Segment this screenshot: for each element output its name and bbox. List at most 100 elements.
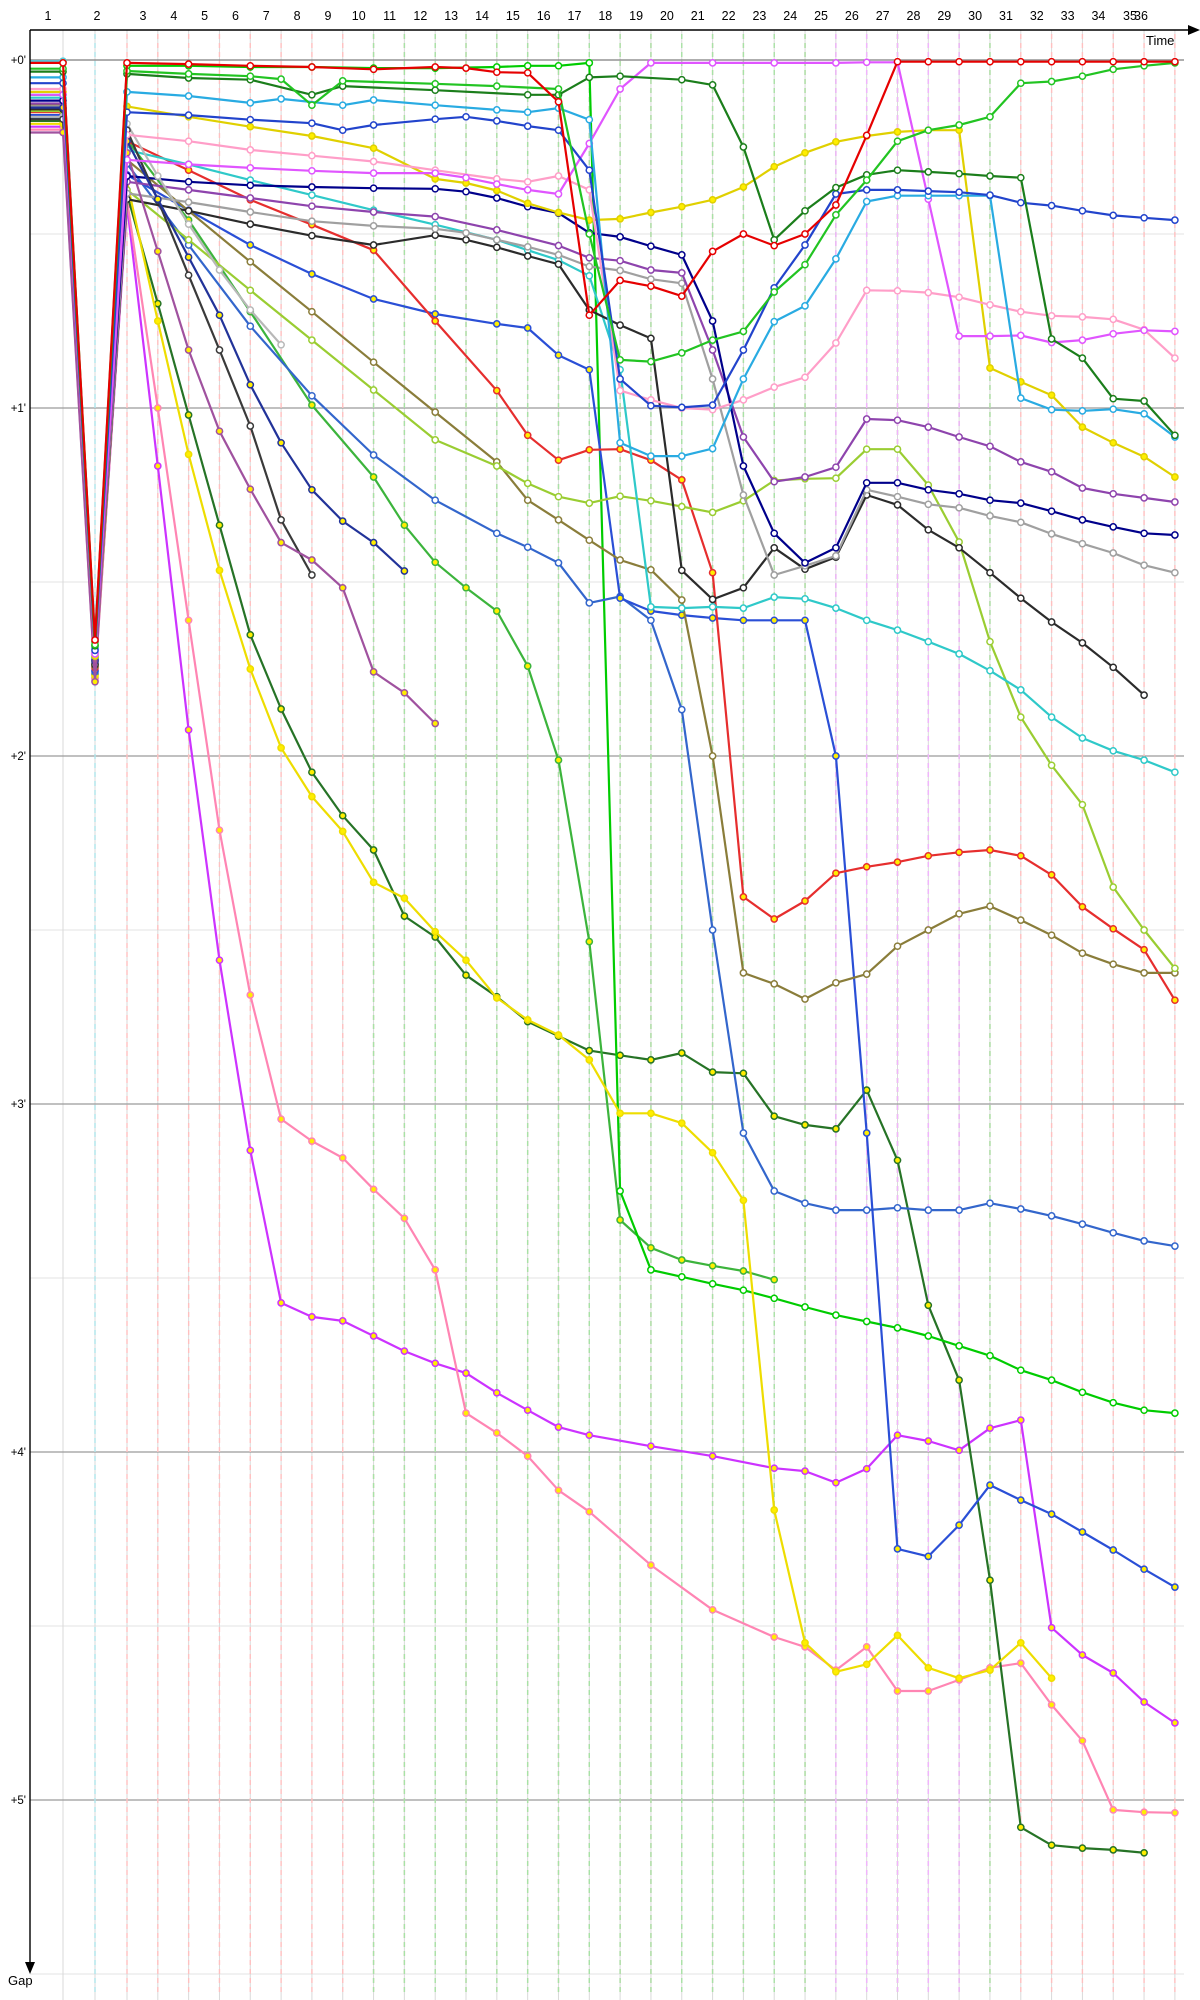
series-marker-purple2-retired[interactable] bbox=[308, 556, 316, 564]
series-marker-navy[interactable] bbox=[1016, 499, 1025, 507]
series-marker-blue[interactable] bbox=[893, 186, 902, 194]
series-marker-red-leader[interactable] bbox=[246, 61, 255, 70]
series-marker-hotpink-steep[interactable] bbox=[246, 991, 255, 999]
series-marker-green-leader-cracked[interactable] bbox=[523, 61, 532, 70]
series-marker-darkgreen[interactable] bbox=[801, 206, 809, 215]
series-marker-skyblue2-lapped[interactable] bbox=[739, 1129, 748, 1137]
series-marker-red2[interactable] bbox=[1109, 924, 1118, 933]
series-marker-seagreen-lapped[interactable] bbox=[246, 630, 255, 639]
series-marker-green-leader-cracked[interactable] bbox=[585, 59, 594, 67]
series-marker-red-leader[interactable] bbox=[492, 68, 501, 77]
series-marker-seagreen-lapped[interactable] bbox=[1140, 1848, 1148, 1857]
series-marker-purple[interactable] bbox=[955, 433, 963, 441]
series-marker-navy3-retired[interactable] bbox=[338, 517, 347, 525]
series-marker-green-mid[interactable] bbox=[677, 1256, 686, 1264]
series-marker-seagreen-lapped[interactable] bbox=[308, 768, 316, 777]
series-marker-yellowgreen[interactable] bbox=[369, 386, 378, 394]
series-marker-yellow2-lapped[interactable] bbox=[1016, 1638, 1025, 1647]
series-marker-navy[interactable] bbox=[308, 183, 316, 191]
series-marker-yellow2-lapped[interactable] bbox=[431, 927, 440, 936]
series-line-orchid-exleader[interactable] bbox=[30, 61, 1175, 656]
series-marker-orchid-exleader[interactable] bbox=[1109, 329, 1118, 338]
series-marker-hotpink-steep[interactable] bbox=[153, 404, 162, 412]
series-marker-red2[interactable] bbox=[492, 386, 501, 395]
series-marker-teal[interactable] bbox=[801, 594, 809, 603]
series-marker-green-mid[interactable] bbox=[462, 583, 470, 592]
series-marker-olive[interactable] bbox=[801, 995, 809, 1003]
series-marker-green-leader-cracked[interactable] bbox=[801, 1303, 809, 1311]
series-marker-magenta-steep[interactable] bbox=[308, 1313, 316, 1321]
series-marker-orchid-exleader[interactable] bbox=[308, 166, 316, 175]
series-marker-olive[interactable] bbox=[1140, 969, 1148, 977]
series-marker-seagreen-lapped[interactable] bbox=[986, 1576, 994, 1585]
series-marker-green-mid[interactable] bbox=[739, 1267, 748, 1275]
series-marker-yellow2-lapped[interactable] bbox=[184, 450, 193, 459]
series-marker-red2[interactable] bbox=[1047, 871, 1056, 879]
series-marker-orchid-exleader[interactable] bbox=[1016, 331, 1025, 340]
series-marker-darkgreen[interactable] bbox=[1140, 397, 1148, 405]
series-marker-gray[interactable] bbox=[246, 208, 255, 216]
series-marker-skyblue[interactable] bbox=[1047, 405, 1056, 414]
series-marker-red-leader[interactable] bbox=[647, 282, 655, 291]
series-marker-seagreen-lapped[interactable] bbox=[770, 1112, 779, 1121]
series-marker-teal[interactable] bbox=[647, 603, 655, 611]
series-marker-gray[interactable] bbox=[708, 375, 717, 383]
series-marker-purple[interactable] bbox=[308, 202, 316, 211]
series-marker-skyblue2-lapped[interactable] bbox=[308, 391, 316, 400]
series-marker-green-leader-cracked[interactable] bbox=[955, 1342, 963, 1350]
series-marker-skyblue[interactable] bbox=[1078, 407, 1087, 415]
series-marker-yellow-top[interactable] bbox=[1047, 391, 1056, 400]
series-marker-gray[interactable] bbox=[585, 262, 594, 271]
series-marker-yellow-top[interactable] bbox=[1109, 438, 1118, 447]
series-marker-olive[interactable] bbox=[893, 942, 902, 951]
series-marker-yellowgreen[interactable] bbox=[585, 499, 594, 507]
series-marker-blue2-royal[interactable] bbox=[893, 1545, 902, 1553]
series-marker-gray2-retired[interactable] bbox=[215, 266, 224, 274]
series-marker-purple[interactable] bbox=[554, 241, 563, 250]
series-marker-green2-finisher[interactable] bbox=[277, 75, 285, 83]
series-marker-green2-finisher[interactable] bbox=[585, 230, 594, 238]
series-marker-black[interactable] bbox=[770, 543, 779, 552]
series-marker-blue[interactable] bbox=[801, 241, 809, 249]
series-marker-blue[interactable] bbox=[246, 115, 255, 124]
series-marker-skyblue2-lapped[interactable] bbox=[647, 616, 655, 625]
series-marker-skyblue2-lapped[interactable] bbox=[492, 529, 501, 538]
series-marker-navy[interactable] bbox=[893, 478, 902, 487]
series-marker-gray2-retired[interactable] bbox=[184, 220, 193, 228]
series-marker-gray[interactable] bbox=[1016, 518, 1025, 527]
series-marker-purple2-retired[interactable] bbox=[246, 485, 255, 494]
series-marker-red-leader[interactable] bbox=[616, 276, 624, 285]
series-marker-red-leader[interactable] bbox=[924, 57, 933, 66]
series-marker-blue2-royal[interactable] bbox=[616, 594, 624, 603]
series-marker-skyblue[interactable] bbox=[862, 197, 871, 206]
series-marker-seagreen-lapped[interactable] bbox=[647, 1056, 655, 1064]
series-marker-hotpink-steep[interactable] bbox=[585, 1507, 594, 1516]
series-marker-teal[interactable] bbox=[955, 650, 963, 658]
series-marker-seagreen-lapped[interactable] bbox=[708, 1068, 717, 1076]
series-marker-navy3-retired[interactable] bbox=[246, 380, 255, 389]
series-marker-yellow-top[interactable] bbox=[801, 148, 809, 157]
series-marker-green2-finisher[interactable] bbox=[616, 356, 624, 364]
series-marker-darkgreen[interactable] bbox=[431, 86, 440, 95]
series-marker-green-leader-cracked[interactable] bbox=[708, 1279, 717, 1288]
series-marker-olive[interactable] bbox=[1109, 960, 1118, 969]
series-marker-pink[interactable] bbox=[184, 137, 193, 146]
series-marker-blue2-royal[interactable] bbox=[832, 752, 840, 760]
series-marker-pink[interactable] bbox=[862, 286, 871, 295]
series-marker-blue2-royal[interactable] bbox=[770, 616, 779, 625]
series-marker-pink[interactable] bbox=[739, 396, 748, 404]
series-marker-red2[interactable] bbox=[862, 862, 871, 871]
series-marker-yellowgreen[interactable] bbox=[1016, 713, 1025, 721]
series-marker-red2[interactable] bbox=[708, 568, 717, 577]
series-marker-seagreen-lapped[interactable] bbox=[832, 1125, 840, 1133]
series-marker-olive[interactable] bbox=[832, 978, 840, 987]
series-marker-teal[interactable] bbox=[924, 637, 933, 646]
series-marker-blue2-royal[interactable] bbox=[1109, 1546, 1118, 1554]
series-marker-green2-finisher[interactable] bbox=[677, 349, 686, 357]
series-marker-magenta-steep[interactable] bbox=[1078, 1651, 1087, 1659]
series-marker-hotpink-steep[interactable] bbox=[1078, 1736, 1087, 1745]
series-marker-black[interactable] bbox=[924, 525, 933, 534]
series-line-darkgreen[interactable] bbox=[30, 70, 1176, 647]
series-marker-yellow2-lapped[interactable] bbox=[585, 1056, 594, 1064]
series-marker-olive[interactable] bbox=[647, 565, 655, 574]
